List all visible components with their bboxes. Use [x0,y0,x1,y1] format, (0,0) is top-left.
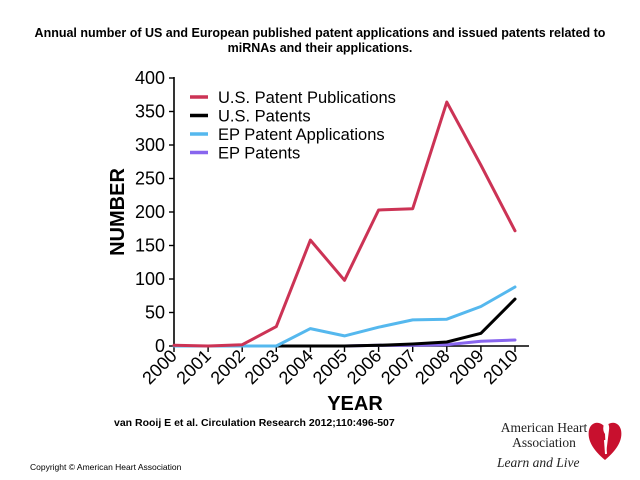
aha-logo-name: American Heart Association [484,420,604,450]
legend-label-ep-patent-applications: EP Patent Applications [218,126,385,144]
y-tick-label-350: 350 [135,102,165,122]
x-tick-label-2005: 2005 [309,346,351,388]
y-tick-label-300: 300 [135,135,165,155]
chart-title-line-1: Annual number of US and European publish… [34,26,606,40]
x-tick-label-2004: 2004 [275,346,317,388]
y-axis-title: NUMBER [107,168,129,256]
x-tick-label-2003: 2003 [241,346,283,388]
copyright-text: Copyright © American Heart Association [30,462,182,472]
y-tick-label-200: 200 [135,202,165,222]
y-tick-label-100: 100 [135,269,165,289]
aha-logo-tagline: Learn and Live [497,455,580,470]
series-line-u-s-patent-publications [172,100,517,348]
legend-label-u-s-patent-publications: U.S. Patent Publications [218,89,396,107]
x-tick-label-2010: 2010 [479,346,521,388]
chart-title-line-2: miRNAs and their applications. [227,41,413,55]
x-tick-label-2009: 2009 [445,346,487,388]
x-tick-label-2000: 2000 [138,346,180,388]
x-tick-label-2001: 2001 [172,346,214,388]
x-tick-label-2007: 2007 [377,346,419,388]
y-tick-label-50: 50 [145,303,165,323]
citation-text: van Rooij E et al. Circulation Research … [114,417,395,429]
x-axis-title: YEAR [327,393,383,410]
y-tick-label-150: 150 [135,236,165,256]
patent-line-chart: 0 50 100 150 200 250 300 350 400 2000200120022003… [107,68,529,410]
y-tick-label-0: 0 [155,336,165,356]
y-tick-label-400: 400 [135,68,165,88]
chart-title: Annual number of US and European publish… [0,26,640,56]
y-tick-label-250: 250 [135,169,165,189]
series-line-u-s-patents [172,297,517,348]
x-tick-label-2008: 2008 [411,346,453,388]
legend-label-u-s-patents: U.S. Patents [218,108,311,126]
aha-logo-name-line-2: Association [512,435,576,450]
aha-logo-name-line-1: American Heart [500,420,588,435]
heart-torch-icon [588,418,622,460]
x-tick-label-2002: 2002 [207,346,249,388]
legend-label-ep-patents: EP Patents [218,145,300,163]
x-tick-label-2006: 2006 [343,346,385,388]
